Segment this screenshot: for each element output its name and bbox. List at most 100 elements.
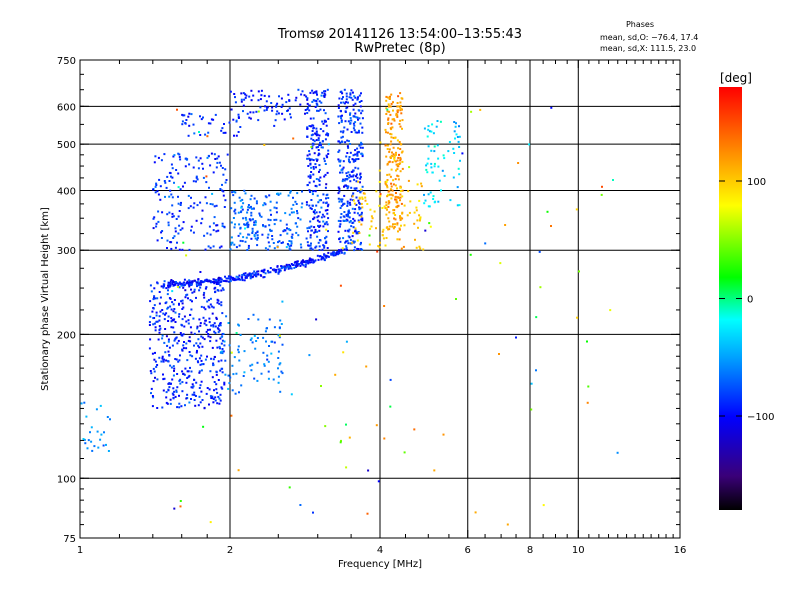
data-point — [255, 200, 258, 203]
data-point — [337, 158, 340, 161]
data-point — [208, 317, 211, 320]
data-point — [207, 280, 210, 283]
data-point — [279, 192, 282, 195]
data-point — [343, 251, 346, 254]
data-point — [305, 201, 308, 204]
data-point — [391, 194, 394, 197]
data-point — [212, 222, 215, 225]
data-point — [386, 148, 389, 150]
data-point — [311, 89, 314, 92]
data-point — [209, 395, 212, 398]
data-point — [289, 113, 292, 116]
data-point — [231, 278, 234, 281]
data-point — [165, 186, 168, 189]
data-point — [400, 247, 403, 250]
data-point — [349, 180, 352, 183]
data-point — [221, 167, 224, 169]
data-point — [222, 194, 225, 197]
data-point — [306, 227, 309, 230]
data-point — [399, 190, 402, 193]
data-point — [348, 212, 351, 214]
data-point — [392, 223, 394, 226]
data-point — [353, 249, 356, 252]
data-point — [356, 239, 359, 242]
data-point — [433, 150, 436, 153]
data-point — [178, 281, 181, 284]
data-point — [215, 373, 218, 376]
data-point — [251, 227, 254, 230]
data-point — [162, 389, 165, 392]
data-point — [260, 89, 263, 92]
data-point — [174, 337, 177, 340]
data-point — [154, 297, 157, 300]
data-point — [338, 149, 341, 152]
data-point — [517, 162, 520, 164]
data-point — [384, 244, 387, 247]
data-point — [266, 236, 269, 239]
data-point — [180, 405, 183, 408]
data-point — [338, 122, 341, 125]
data-point — [287, 265, 290, 268]
data-point — [395, 151, 397, 154]
data-point — [393, 157, 396, 160]
data-point — [345, 240, 347, 243]
data-point — [237, 113, 240, 116]
data-point — [150, 290, 153, 293]
data-point — [167, 360, 169, 363]
data-point — [359, 207, 362, 210]
data-point — [385, 226, 388, 229]
data-point — [167, 283, 170, 286]
data-point — [359, 176, 362, 178]
data-point — [171, 392, 174, 395]
data-point — [352, 154, 355, 157]
data-point — [312, 261, 315, 263]
data-point — [269, 219, 272, 222]
data-point — [357, 248, 360, 250]
data-point — [233, 93, 236, 95]
data-point — [334, 254, 337, 257]
data-point — [322, 201, 325, 204]
data-point — [188, 163, 191, 166]
data-point — [214, 396, 217, 399]
data-point — [164, 195, 166, 198]
data-point — [174, 281, 177, 283]
data-point — [208, 403, 210, 406]
data-point — [361, 126, 364, 129]
data-point — [396, 159, 399, 162]
data-point — [186, 377, 189, 379]
data-point — [498, 353, 500, 355]
data-point — [195, 219, 198, 222]
data-point — [248, 233, 251, 236]
data-point — [195, 156, 198, 159]
data-point — [200, 369, 203, 372]
data-point — [242, 92, 245, 95]
data-point — [342, 101, 345, 104]
data-point — [182, 372, 185, 375]
data-point — [378, 204, 381, 207]
data-point — [275, 201, 278, 204]
data-point — [397, 109, 400, 112]
data-point — [306, 102, 309, 105]
data-point — [386, 131, 389, 134]
data-point — [97, 446, 100, 449]
data-point — [403, 451, 406, 454]
data-point — [267, 360, 270, 363]
data-point — [370, 225, 373, 228]
data-point — [378, 246, 381, 249]
data-point — [283, 265, 286, 268]
data-point — [169, 398, 172, 401]
data-point — [326, 88, 329, 91]
data-point — [198, 131, 200, 133]
data-point — [235, 134, 238, 137]
data-point — [313, 99, 316, 102]
data-point — [341, 198, 344, 201]
data-point — [395, 112, 398, 115]
data-point — [401, 127, 403, 130]
data-point — [221, 183, 223, 186]
data-point — [199, 201, 202, 204]
data-point — [270, 352, 273, 355]
data-point — [191, 280, 194, 283]
data-point — [199, 322, 202, 325]
data-point — [353, 240, 356, 243]
data-point — [304, 263, 307, 266]
